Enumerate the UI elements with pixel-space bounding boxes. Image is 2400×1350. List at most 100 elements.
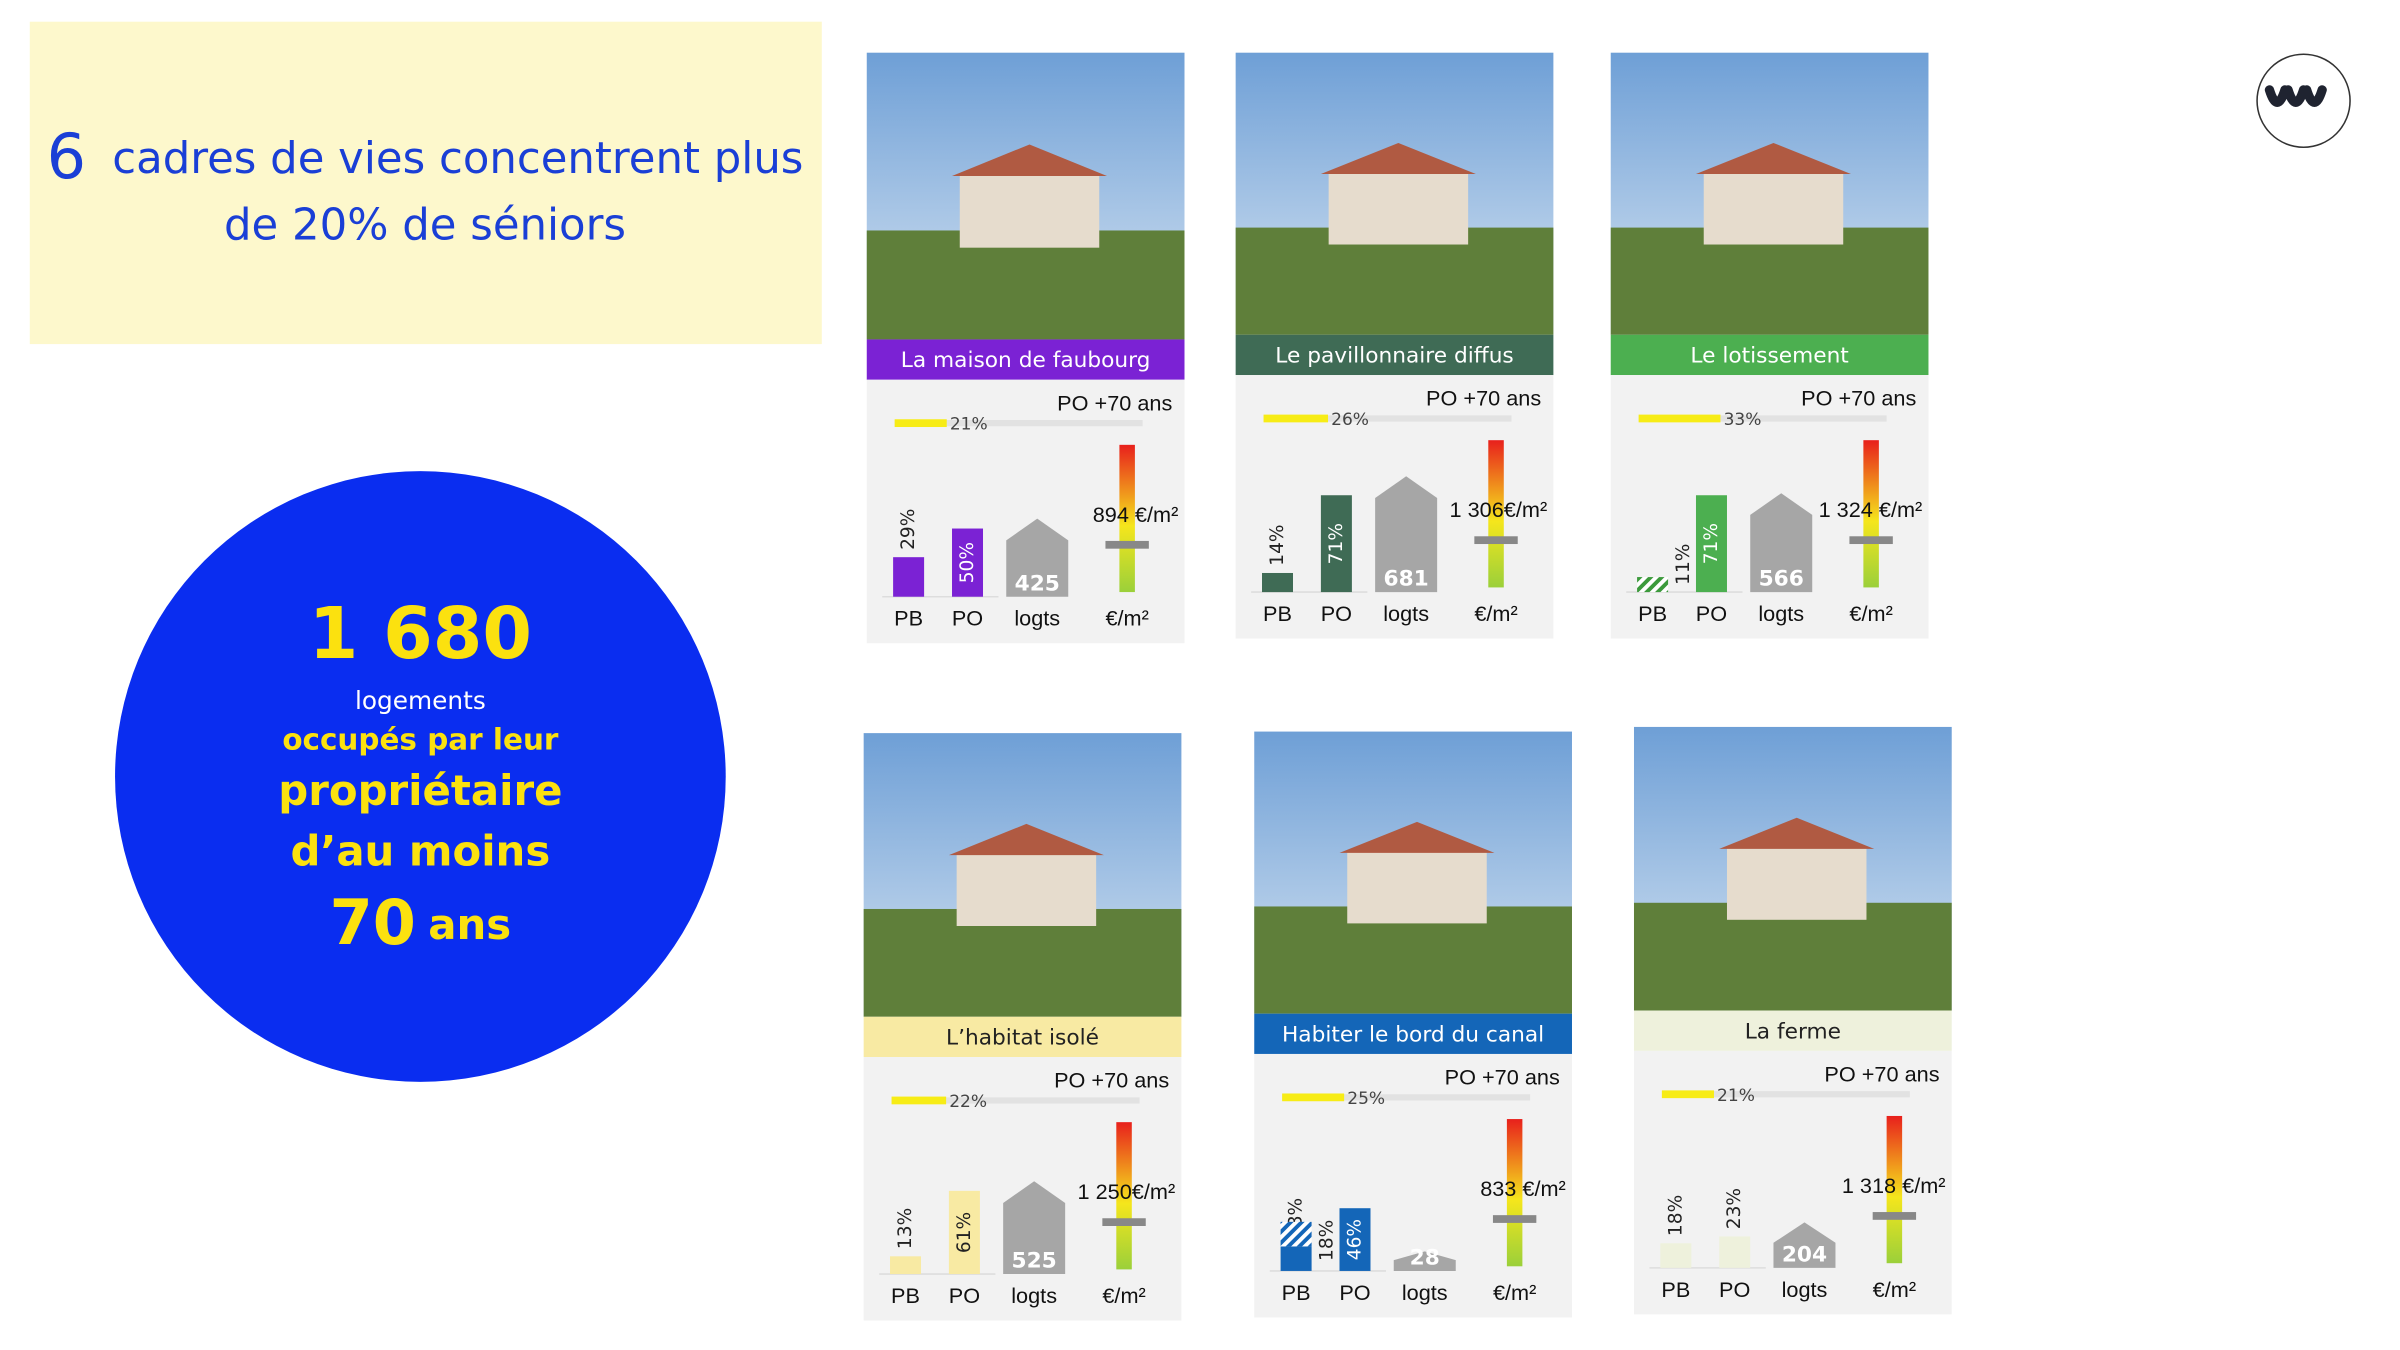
axis-label: PO <box>952 606 983 631</box>
stat-age-number: 70 <box>330 886 416 959</box>
bar-label: 50% <box>957 542 978 583</box>
photo-house <box>956 852 1097 926</box>
house-label: 525 <box>1012 1249 1057 1274</box>
bar <box>1637 577 1669 593</box>
price-marker <box>1102 1218 1146 1227</box>
house <box>1393 1251 1456 1271</box>
bar <box>948 1190 980 1275</box>
card: L’habitat isolé PO +70 ans 22% 13% 61% 525 1 2… <box>863 733 1182 1321</box>
photo-ground <box>863 908 1182 1017</box>
house-label: 566 <box>1759 567 1804 592</box>
card: La ferme PO +70 ans 21% 18% 23% 204 1 318 €/m²… <box>1633 726 1952 1315</box>
po70-track <box>1638 415 1887 422</box>
card-label: Habiter le bord du canal <box>1282 1022 1544 1047</box>
bar <box>893 557 925 597</box>
bar-label: 23% <box>1724 1188 1745 1229</box>
card-label-bg <box>1610 334 1929 376</box>
po70-bar <box>1282 1093 1345 1102</box>
po70-track <box>891 1097 1140 1104</box>
bar-label: 29% <box>898 509 919 550</box>
card-label-bg <box>863 1016 1182 1058</box>
po70-label: 21% <box>950 415 988 435</box>
bar <box>1320 495 1352 593</box>
photo-roof <box>1719 817 1875 849</box>
house <box>1003 1181 1066 1275</box>
bar-label: 18% <box>1665 1195 1686 1236</box>
axis-label: €/m² <box>1493 1280 1536 1305</box>
photo-roof <box>1695 142 1851 174</box>
po70-bar <box>1661 1090 1714 1099</box>
axis-label: logts <box>1383 601 1429 626</box>
bar-label: 61% <box>954 1212 975 1253</box>
po70-title: PO +70 ans <box>1801 386 1916 411</box>
po70-track <box>1661 1091 1910 1098</box>
axis-label: logts <box>1014 606 1060 631</box>
bar <box>1660 1243 1692 1268</box>
photo-house <box>1726 846 1867 920</box>
house <box>1750 493 1813 593</box>
price-gauge <box>1488 440 1504 588</box>
price-label: 1 318 €/m² <box>1842 1173 1946 1198</box>
price-label: 833 €/m² <box>1480 1176 1566 1201</box>
price-label: 1 306€/m² <box>1450 497 1548 522</box>
axis-label: €/m² <box>1849 601 1892 626</box>
house-label: 425 <box>1015 571 1060 596</box>
po70-bar <box>1638 414 1721 423</box>
po70-title: PO +70 ans <box>1426 386 1541 411</box>
stat-line: logements <box>355 686 486 715</box>
house <box>1773 1222 1836 1268</box>
stat-line: occupés par leur <box>282 722 559 756</box>
stat-age-unit: ans <box>428 899 511 948</box>
title-line: cadres de vies concentrent plus <box>112 134 803 184</box>
axis-label: PB <box>1282 1280 1311 1305</box>
bar <box>1280 1246 1312 1271</box>
po70-track <box>894 420 1143 427</box>
axis-label: logts <box>1011 1283 1057 1308</box>
logo <box>2256 53 2351 149</box>
po70-title: PO +70 ans <box>1445 1064 1560 1089</box>
po70-bar <box>891 1096 947 1105</box>
price-gauge <box>1116 1122 1132 1270</box>
house <box>1006 518 1069 597</box>
house-label: 28 <box>1410 1246 1440 1271</box>
axis-label: €/m² <box>1873 1277 1916 1302</box>
photo-roof <box>1339 821 1495 853</box>
card-label: Le lotissement <box>1690 343 1848 368</box>
bar-label: 71% <box>1701 523 1722 564</box>
axis-label: PB <box>1263 601 1292 626</box>
bar-label: 18% <box>1317 1220 1338 1261</box>
po70-track <box>1282 1094 1531 1101</box>
axis-label: PO <box>1696 601 1727 626</box>
card: Le pavillonnaire diffus PO +70 ans 26% 14% 7… <box>1235 52 1554 639</box>
bar-label: 13% <box>895 1208 916 1249</box>
axis-label: logts <box>1758 601 1804 626</box>
po70-title: PO +70 ans <box>1824 1061 1939 1086</box>
photo-ground <box>1254 906 1572 1014</box>
price-gauge <box>1119 444 1135 593</box>
bar-label: 71% <box>1326 523 1347 564</box>
bar-label: 14% <box>1267 524 1288 565</box>
photo-roof <box>948 823 1104 856</box>
bar <box>1339 1208 1371 1271</box>
photo-ground <box>866 230 1185 340</box>
card: Habiter le bord du canal PO +70 ans 25% 18%… <box>1254 731 1572 1318</box>
price-label: 1 324 €/m² <box>1819 497 1923 522</box>
photo-ground <box>1235 227 1554 335</box>
bar <box>1261 572 1293 593</box>
po70-bar <box>1263 414 1329 423</box>
po70-title: PO +70 ans <box>1057 390 1172 415</box>
axis-label: logts <box>1402 1280 1448 1305</box>
photo-house <box>1347 850 1487 924</box>
po70-title: PO +70 ans <box>1054 1068 1169 1093</box>
po70-label: 33% <box>1724 410 1762 430</box>
photo-ground <box>1610 227 1929 335</box>
stat-age: 70 ans <box>330 886 512 959</box>
axis-label: PB <box>894 606 923 631</box>
house-label: 204 <box>1782 1242 1827 1267</box>
stat-number: 1 680 <box>309 592 532 675</box>
po70-track <box>1263 415 1512 422</box>
stat-line: propriétaire <box>278 766 562 815</box>
price-marker <box>1872 1212 1917 1220</box>
card-label: L’habitat isolé <box>946 1025 1099 1050</box>
